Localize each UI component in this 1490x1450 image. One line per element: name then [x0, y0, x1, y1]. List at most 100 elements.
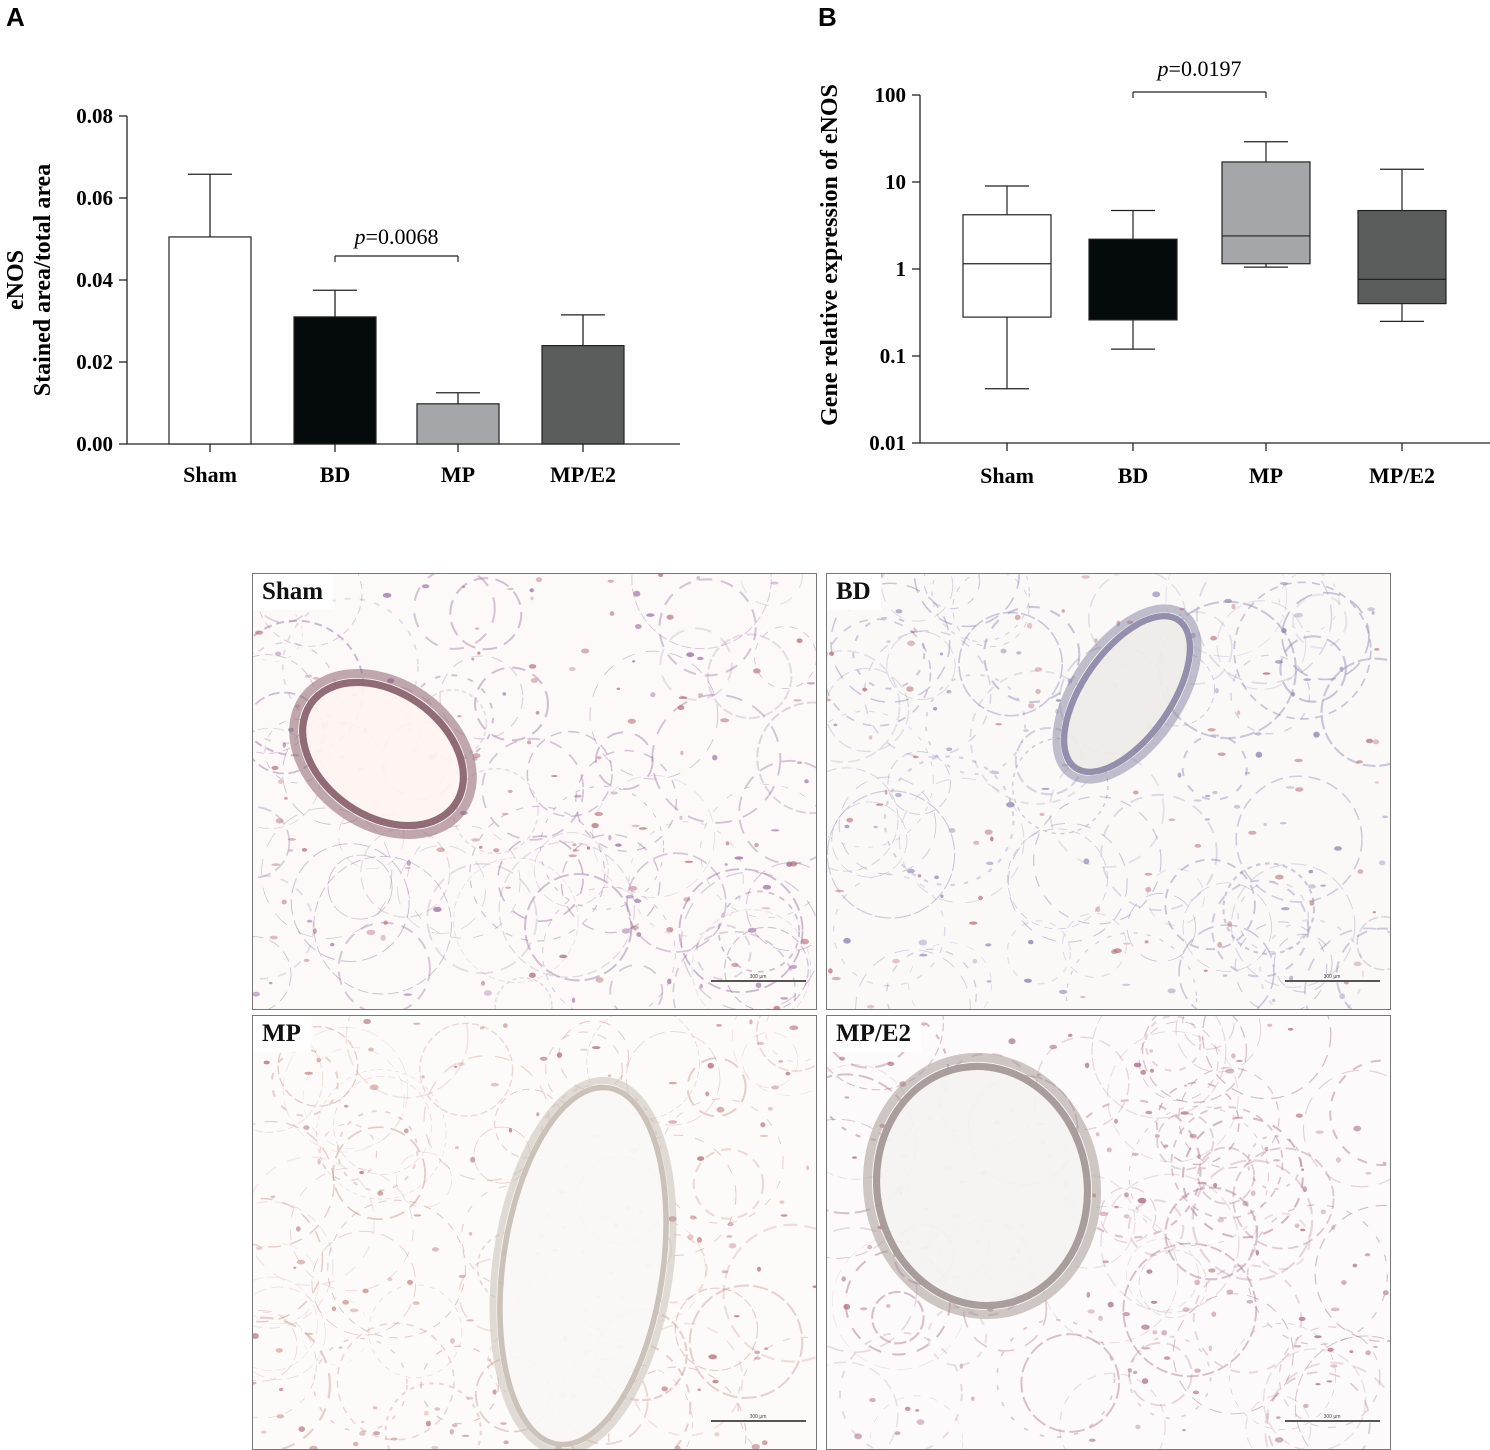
nucleus — [1222, 974, 1228, 977]
nucleus — [1098, 1315, 1103, 1321]
nucleus — [1208, 1345, 1212, 1352]
septum — [637, 1233, 708, 1304]
nucleus — [631, 824, 640, 827]
nucleus — [559, 954, 568, 959]
nucleus — [843, 1303, 851, 1310]
nucleus — [1309, 900, 1315, 906]
nucleus — [1016, 651, 1022, 655]
nucleus — [1111, 949, 1118, 955]
nucleus — [423, 1410, 429, 1416]
nucleus — [1294, 758, 1303, 763]
nucleus — [490, 1082, 499, 1087]
nucleus — [1349, 1350, 1354, 1353]
nucleus — [679, 815, 683, 820]
significance-annotation: p=0.0068 — [334, 224, 459, 262]
nucleus — [959, 1363, 964, 1369]
nucleus — [1144, 872, 1153, 876]
nucleus — [377, 1190, 384, 1196]
nucleus — [907, 640, 915, 647]
nucleus — [1217, 941, 1223, 948]
bar-bd — [293, 316, 377, 445]
nucleus — [556, 1052, 563, 1058]
nucleus — [1262, 672, 1271, 675]
septum — [1262, 1348, 1367, 1449]
nucleus — [627, 718, 636, 724]
micrograph-bd: 300 µm BD — [826, 573, 1391, 1010]
nucleus — [995, 723, 1002, 726]
septum — [1127, 1199, 1185, 1256]
nucleus — [572, 843, 577, 847]
nucleus — [697, 693, 703, 697]
septum — [413, 574, 496, 650]
tissue-image: 300 µm — [253, 574, 816, 1009]
septum — [672, 930, 797, 1009]
septum — [615, 1134, 737, 1256]
nucleus — [625, 895, 634, 899]
nucleus — [761, 1440, 768, 1446]
nucleus — [1246, 1300, 1254, 1304]
nucleus — [1295, 787, 1304, 792]
septum — [256, 574, 363, 647]
nucleus — [895, 609, 903, 614]
nucleus — [1204, 794, 1211, 798]
y-tick-label: 0.08 — [76, 104, 113, 128]
nucleus — [255, 630, 264, 635]
septum — [594, 731, 654, 791]
septum — [831, 801, 908, 878]
nucleus — [303, 958, 310, 962]
septum — [313, 1337, 408, 1433]
box-mp — [1221, 141, 1311, 268]
septum — [1172, 1293, 1294, 1415]
nucleus — [778, 1060, 784, 1063]
septum — [1232, 1147, 1335, 1250]
nucleus — [413, 1022, 421, 1025]
nucleus — [986, 861, 994, 865]
nucleus — [610, 791, 618, 795]
septum — [1304, 927, 1390, 1009]
nucleus — [712, 1379, 719, 1384]
nucleus — [536, 1112, 540, 1117]
nucleus — [972, 958, 978, 964]
nucleus — [1141, 1347, 1151, 1350]
septum — [560, 833, 661, 934]
scale-bar-label: 300 µm — [1324, 974, 1341, 980]
nucleus — [306, 919, 313, 923]
septum — [253, 1243, 319, 1325]
nucleus — [1295, 1113, 1303, 1118]
nucleus — [804, 779, 809, 784]
nucleus — [841, 1276, 846, 1282]
septum — [261, 807, 393, 939]
septum — [1099, 1186, 1157, 1244]
nucleus — [1285, 786, 1295, 789]
nucleus — [759, 1134, 769, 1137]
y-tick-label: 0.02 — [76, 350, 113, 374]
nucleus — [1059, 989, 1068, 994]
x-axis: Sham BD MP MP/E2 — [127, 443, 680, 487]
nucleus — [296, 1259, 306, 1265]
nucleus — [1279, 582, 1289, 585]
septum — [316, 1069, 447, 1200]
septum — [1138, 1249, 1208, 1318]
nucleus — [1135, 1424, 1141, 1430]
nucleus — [530, 678, 538, 683]
nucleus — [1114, 1205, 1119, 1209]
x-tick-label: BD — [320, 462, 351, 487]
nucleus — [412, 1301, 420, 1305]
vessel-lumen — [872, 1062, 1092, 1310]
nucleus — [390, 1437, 398, 1441]
nucleus — [477, 651, 481, 655]
nucleus — [916, 1419, 925, 1425]
nucleus — [1000, 648, 1007, 654]
nucleus — [749, 1019, 753, 1025]
nucleus — [271, 863, 281, 866]
septum — [852, 616, 926, 690]
nucleus — [483, 990, 492, 996]
nucleus — [1127, 1368, 1133, 1373]
septum — [827, 767, 899, 872]
nucleus — [696, 1237, 703, 1243]
nucleus — [1145, 887, 1152, 893]
nucleus — [450, 1337, 455, 1344]
nucleus — [1335, 1157, 1341, 1163]
septum — [1041, 1174, 1136, 1269]
nucleus — [770, 581, 779, 585]
